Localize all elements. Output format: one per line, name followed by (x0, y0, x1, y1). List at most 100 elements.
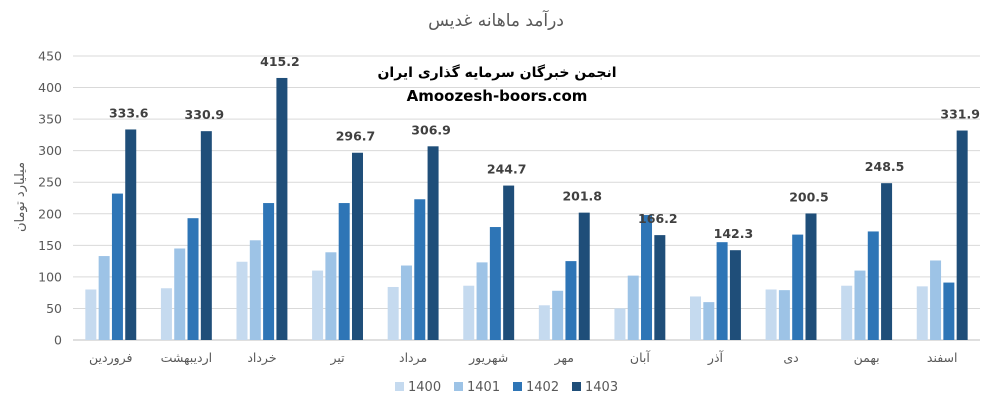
bar-1400 (614, 308, 626, 340)
gridlines (73, 55, 980, 341)
bar-1401 (627, 275, 639, 340)
data-label: 415.2 (260, 54, 300, 69)
watermark-website: Amoozesh-boors.com (407, 87, 588, 105)
bar-1401 (552, 290, 564, 340)
bar-1402 (414, 199, 426, 340)
bar-1401 (400, 265, 412, 340)
y-tick-label: 450 (38, 49, 62, 64)
legend-label: 1403 (585, 380, 618, 395)
data-label: 306.9 (411, 122, 451, 137)
category-label: خرداد (247, 350, 276, 366)
data-label: 200.5 (789, 189, 829, 204)
bar-1401 (703, 302, 715, 340)
legend: 1400 1401 1402 1403 (395, 380, 618, 395)
bar-1402 (943, 282, 955, 340)
bar-1400 (387, 286, 399, 340)
data-label: 166.2 (638, 211, 678, 226)
y-tick-label: 50 (46, 301, 62, 316)
y-tick-label: 350 (38, 112, 62, 127)
bar-1402 (565, 261, 577, 340)
bar-1402 (111, 193, 123, 340)
y-axis-label: میلیارد تومان (13, 162, 28, 232)
bar-1401 (249, 240, 261, 340)
data-labels: 333.6 330.9 415.2 296.7 306.9 244.7 201.8 166.2… (109, 54, 980, 241)
y-tick-label: 300 (38, 143, 62, 158)
bar-1402 (187, 218, 199, 340)
bar-1400 (312, 270, 324, 340)
data-label: 248.5 (865, 159, 905, 174)
legend-label: 1400 (408, 380, 441, 395)
bar-1400 (916, 286, 928, 340)
category-label: شهریور (468, 350, 508, 366)
bars (85, 77, 968, 340)
data-label: 333.6 (109, 105, 149, 120)
bar-1403 (200, 131, 212, 340)
bar-1400 (765, 289, 777, 340)
bar-1403 (578, 212, 590, 340)
bar-1401 (476, 262, 488, 340)
y-tick-label: 100 (38, 269, 62, 284)
watermark-association-name: انجمن خبرگان سرمایه گذاری ایران (377, 64, 616, 81)
legend-label: 1401 (467, 380, 500, 395)
y-tick-label: 250 (38, 175, 62, 190)
bar-1402 (716, 242, 728, 340)
data-label: 142.3 (714, 226, 754, 241)
bar-1403 (805, 213, 817, 340)
data-label: 331.9 (940, 107, 980, 122)
bar-1400 (236, 261, 248, 340)
y-tick-label: 200 (38, 206, 62, 221)
bar-1403 (351, 152, 363, 340)
bar-1401 (325, 252, 337, 340)
category-label: تیر (329, 350, 345, 366)
bar-1400 (85, 289, 97, 340)
bar-1401 (174, 248, 186, 340)
bar-1400 (841, 285, 853, 340)
bar-1402 (489, 227, 501, 340)
bar-1403 (956, 130, 968, 340)
y-tick-label: 0 (54, 333, 62, 348)
category-label: مهر (554, 350, 574, 366)
y-tick-label: 400 (38, 80, 62, 95)
legend-label: 1402 (526, 380, 559, 395)
bar-1401 (930, 260, 942, 340)
category-label: فروردین (89, 350, 133, 366)
bar-1400 (690, 296, 702, 340)
category-label: دی (783, 350, 798, 365)
bar-1402 (792, 234, 804, 340)
bar-1401 (778, 290, 790, 340)
category-label: مرداد (399, 350, 427, 366)
bar-1403 (654, 235, 666, 340)
category-label: اسفند (927, 350, 958, 365)
category-label: آذر (707, 350, 724, 366)
bar-1403 (729, 250, 741, 340)
bar-1400 (160, 288, 172, 340)
bar-1403 (881, 183, 893, 340)
bar-1402 (867, 231, 879, 340)
bar-1402 (641, 215, 653, 340)
category-label: اردیبهشت (161, 350, 213, 366)
category-label: آبان (630, 350, 650, 365)
bar-1400 (538, 305, 550, 340)
legend-swatch-1401 (454, 382, 463, 391)
bar-1401 (854, 270, 866, 340)
y-tick-label: 150 (38, 238, 62, 253)
bar-1403 (503, 185, 515, 340)
data-label: 330.9 (185, 107, 225, 122)
y-axis-ticks: 0 50 100 150 200 250 300 350 400 450 (38, 49, 62, 348)
bar-1402 (338, 203, 350, 340)
bar-1403 (125, 129, 137, 340)
legend-swatch-1403 (572, 382, 581, 391)
data-label: 244.7 (487, 162, 527, 177)
bar-1403 (276, 77, 288, 340)
data-label: 296.7 (336, 129, 376, 144)
legend-swatch-1402 (513, 382, 522, 391)
legend-swatch-1400 (395, 382, 404, 391)
chart-title: درآمد ماهانه غدیس (428, 9, 564, 31)
category-labels: فروردین اردیبهشت خرداد تیر مرداد شهریور مهر آبا… (89, 350, 957, 366)
bar-1401 (98, 256, 110, 340)
category-label: بهمن (854, 350, 880, 366)
bar-1403 (427, 146, 439, 340)
bar-1400 (463, 285, 475, 340)
bar-1402 (263, 203, 275, 340)
